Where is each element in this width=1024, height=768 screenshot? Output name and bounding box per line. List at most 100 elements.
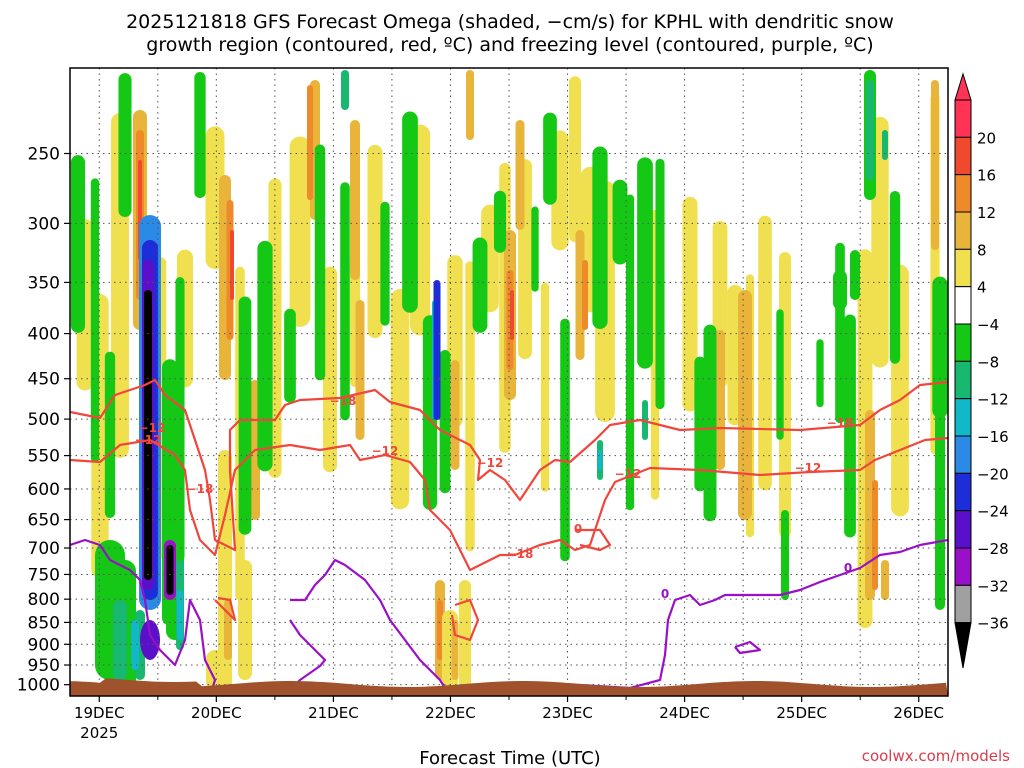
contour-small-3	[575, 528, 612, 552]
omega-core-black	[144, 290, 152, 580]
omega-streak	[816, 339, 824, 408]
colorbar-swatch	[954, 248, 972, 288]
x-tick-label: 26DEC	[893, 704, 944, 722]
chart-title-line-1: 2025121818 GFS Forecast Omega (shaded, −…	[126, 11, 894, 33]
omega-streak	[776, 309, 784, 440]
freezing-contour-label: 0	[661, 587, 669, 601]
y-tick-label: 500	[28, 410, 60, 430]
omega-streak	[882, 130, 888, 160]
omega-streak	[206, 650, 224, 690]
y-tick-label: 450	[28, 370, 60, 390]
omega-streak	[642, 400, 648, 440]
omega-streak	[625, 194, 635, 511]
omega-streak	[340, 182, 350, 421]
omega-streak	[90, 178, 100, 463]
colorbar-swatch	[954, 174, 972, 213]
omega-streak	[341, 70, 349, 110]
omega-streak	[598, 450, 602, 470]
colorbar-label: −12	[977, 391, 1009, 409]
omega-streak	[872, 480, 878, 590]
omega-streak	[637, 157, 653, 369]
colorbar-bottom-arrow	[954, 622, 972, 669]
omega-streak	[850, 250, 860, 300]
omega-streak	[466, 70, 474, 140]
omega-streak	[560, 318, 570, 562]
x-axis: 19DEC 2025 20DEC 21DEC 22DEC 23DEC 24DEC 25DEC 2…	[74, 696, 944, 742]
omega-streak	[612, 179, 628, 265]
omega-streak	[355, 300, 365, 440]
colorbar-label: −4	[977, 316, 999, 334]
dotted-grid	[70, 68, 948, 696]
omega-streak	[931, 80, 939, 250]
x-tick-label: 23DEC	[542, 704, 593, 722]
colorbar-swatch	[954, 323, 972, 362]
omega-streak	[390, 289, 410, 510]
dendritic-contour-label: −18	[187, 482, 214, 496]
omega-streak	[715, 330, 725, 470]
omega-streak	[510, 290, 514, 340]
colorbar-label: −16	[977, 428, 1009, 446]
omega-streak	[582, 260, 588, 330]
dendritic-contour-label: −12	[615, 467, 642, 481]
omega-streak	[655, 158, 665, 410]
contour-small-1	[214, 596, 237, 622]
y-tick-label: 750	[28, 565, 60, 585]
omega-streak	[367, 144, 383, 339]
omega-blob	[140, 620, 160, 660]
omega-streak	[543, 112, 557, 205]
omega-streak	[781, 510, 789, 600]
colorbar-swatch	[954, 360, 972, 400]
omega-streak	[459, 580, 471, 690]
y-tick-label: 900	[28, 635, 60, 655]
colorbar-swatch	[954, 398, 972, 437]
y-tick-label: 800	[28, 590, 60, 610]
colorbar-swatch	[954, 435, 972, 474]
x-tick-label: 21DEC	[308, 704, 359, 722]
omega-streak	[238, 296, 252, 535]
y-tick-label: 600	[28, 480, 60, 500]
colorbar-label: 8	[977, 241, 987, 259]
y-tick-label: 550	[28, 447, 60, 467]
omega-streak	[835, 242, 845, 424]
colorbar-swatch	[954, 584, 972, 624]
y-tick-label: 950	[28, 656, 60, 676]
y-tick-label: 700	[28, 539, 60, 559]
dendritic-contour-label: −18	[330, 394, 357, 408]
colorbar-swatch	[954, 99, 972, 138]
omega-streak	[935, 380, 945, 610]
omega-streak	[592, 146, 608, 329]
omega-streak	[70, 155, 86, 333]
y-tick-label: 250	[28, 144, 60, 164]
colorbar-label: −32	[977, 577, 1009, 595]
colorbar-label: −8	[977, 353, 999, 371]
freezing-contour-4	[519, 538, 948, 696]
y-tick-label: 300	[28, 214, 60, 234]
contour-small-2	[450, 598, 480, 642]
colorbar-swatch	[954, 136, 972, 176]
omega-streak	[694, 356, 706, 492]
omega-streak	[104, 351, 116, 518]
contour-minus12	[70, 436, 948, 572]
freezing-contour-5	[734, 640, 762, 655]
omega-streak	[540, 282, 550, 492]
freezing-level-contours	[70, 538, 948, 696]
x-tick-label: 22DEC	[425, 704, 476, 722]
colorbar-swatch	[954, 286, 972, 325]
colorbar-swatch	[954, 211, 972, 250]
omega-core-lower-black	[166, 545, 174, 595]
omega-streak	[402, 111, 418, 313]
dendritic-contour-label: −12	[795, 461, 822, 475]
omega-streak	[289, 136, 311, 327]
omega-streak	[307, 85, 313, 200]
omega-streak	[350, 120, 360, 280]
colorbar-swatch	[954, 547, 972, 586]
omega-streak	[113, 600, 127, 680]
colorbar-label: −28	[977, 540, 1009, 558]
omega-streak	[889, 190, 901, 364]
y-tick-label: 350	[28, 273, 60, 293]
omega-blue-streak	[433, 280, 441, 420]
omega-streak	[866, 80, 874, 180]
omega-streak	[758, 215, 772, 491]
